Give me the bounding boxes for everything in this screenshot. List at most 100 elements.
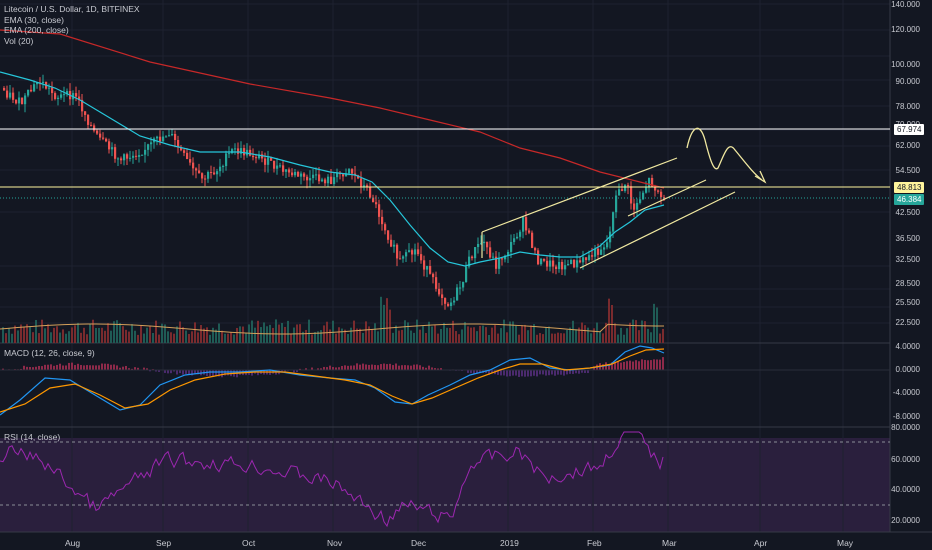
candle-body [483, 241, 486, 244]
macd-histogram-bar [101, 363, 103, 370]
last-price-tag: 46.384 [894, 194, 925, 205]
volume-bar [236, 327, 238, 343]
candle-body [639, 199, 642, 203]
candle-body [183, 150, 186, 153]
volume-bar [29, 326, 31, 343]
volume-bar [446, 327, 448, 343]
candle-body [615, 195, 618, 213]
volume-bar [224, 333, 226, 343]
volume-bar [377, 331, 379, 343]
candle-body [507, 251, 510, 256]
candle-body [489, 247, 492, 258]
candle-body [588, 255, 591, 261]
macd-histogram-bar [122, 366, 124, 370]
volume-bar [314, 332, 316, 343]
time-axis-label: Nov [327, 538, 343, 548]
candle-body [501, 258, 504, 260]
macd-histogram-bar [503, 370, 505, 376]
macd-histogram-bar [560, 370, 562, 375]
candle-body [102, 137, 105, 139]
macd-histogram-bar [545, 370, 547, 376]
price-axis-label: 36.500 [895, 234, 920, 243]
candle-body [312, 174, 315, 179]
candle-body [594, 248, 597, 257]
candle-body [561, 261, 564, 270]
volume-bar [113, 321, 115, 343]
macd-histogram-bar [650, 360, 652, 370]
candle-body [75, 93, 78, 97]
macd-histogram-bar [155, 370, 157, 372]
signal-line [0, 348, 665, 413]
candle-body [315, 174, 318, 176]
candle-body [213, 172, 216, 175]
macd-histogram-bar [23, 365, 25, 370]
macd-histogram-bar [509, 370, 511, 377]
macd-histogram-bar [62, 365, 64, 370]
macd-histogram-bar [215, 370, 217, 376]
volume-bar [518, 334, 520, 343]
rsi-title[interactable]: RSI (14, close) [4, 432, 61, 442]
candle-body [492, 256, 495, 258]
macd-histogram-bar [380, 364, 382, 370]
candle-body [171, 133, 174, 136]
macd-title[interactable]: MACD (12, 26, close, 9) [4, 348, 95, 358]
macd-histogram-bar [536, 370, 538, 377]
candle-body [546, 260, 549, 267]
candle-body [444, 298, 447, 304]
volume-bar [197, 332, 199, 343]
time-axis-label: Sep [156, 538, 172, 548]
candle-body [288, 169, 291, 173]
macd-histogram-bar [2, 368, 4, 370]
candle-body [411, 250, 414, 255]
time-axis-label: May [837, 538, 854, 548]
volume-bar [89, 324, 91, 343]
candle-body [300, 173, 303, 177]
candle-body [81, 99, 84, 112]
candle-body [657, 190, 660, 192]
volume-bar [623, 334, 625, 343]
candle-body [402, 256, 405, 259]
volume-bar [368, 326, 370, 343]
volume-bar [65, 333, 67, 343]
candle-body [405, 252, 408, 257]
candle-body [462, 282, 465, 288]
candle-body [495, 256, 498, 269]
ema200-legend[interactable]: EMA (200, close) [4, 25, 69, 35]
volume-bar [92, 319, 94, 343]
volume-bar [491, 327, 493, 343]
volume-bar [242, 326, 244, 343]
candle-body [555, 266, 558, 270]
volume-bar [206, 327, 208, 343]
volume-legend[interactable]: Vol (20) [4, 35, 34, 46]
macd-histogram-bar [164, 370, 166, 373]
candle-body [660, 191, 663, 198]
volume-bar [329, 329, 331, 343]
candle-body [423, 260, 426, 270]
macd-histogram-bar [629, 360, 631, 370]
volume-bar [371, 329, 373, 343]
volume-bar [599, 331, 601, 343]
chart-legend: Litecoin / U.S. Dollar, 1D, BITFINEX EMA… [4, 4, 140, 46]
candle-body [267, 157, 270, 165]
candle-body [612, 212, 615, 232]
ema30-legend[interactable]: EMA (30, close) [4, 14, 64, 25]
projection-path [686, 127, 763, 181]
volume-bar [239, 326, 241, 343]
volume-bar [2, 327, 4, 343]
volume-bar [305, 329, 307, 343]
time-axis-label: Aug [65, 538, 81, 548]
macd-histogram-bar [395, 363, 397, 370]
macd-histogram-bar [518, 370, 520, 377]
volume-bar [173, 333, 175, 343]
candle-body [66, 91, 69, 95]
volume-bar [320, 330, 322, 343]
candle-body [573, 259, 576, 268]
volume-bar [650, 332, 652, 343]
candle-body [345, 173, 348, 177]
candle-body [399, 258, 402, 260]
macd-histogram-bar [617, 361, 619, 370]
macd-histogram-bar [356, 363, 358, 370]
volume-bar [647, 328, 649, 343]
symbol-title[interactable]: Litecoin / U.S. Dollar, 1D, BITFINEX [4, 4, 140, 14]
